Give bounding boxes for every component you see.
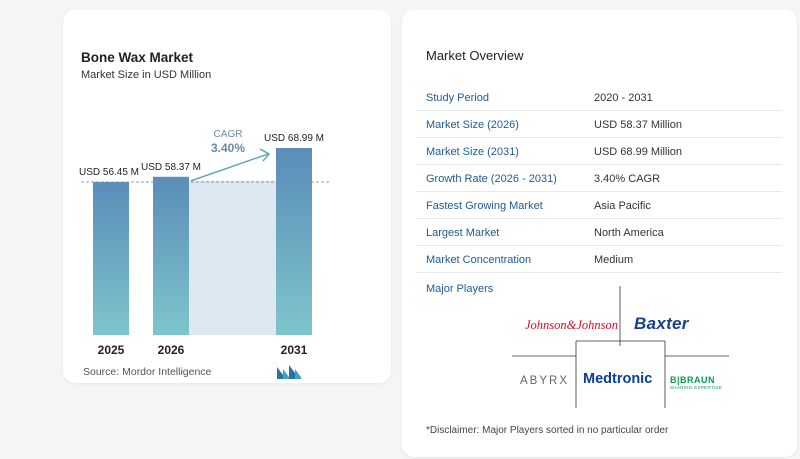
overview-row: Market Concentration Medium xyxy=(416,246,782,273)
overview-row: Market Size (2031) USD 68.99 Million xyxy=(416,138,782,165)
cagr-label: CAGR xyxy=(214,129,243,140)
bar xyxy=(93,181,129,335)
bar xyxy=(276,148,312,335)
overview-row-key: Growth Rate (2026 - 2031) xyxy=(426,173,557,185)
bar-chart: USD 56.45 M 2025 USD 58.37 M 2026 USD 68.99 … xyxy=(79,129,329,357)
cagr-value: 3.40% xyxy=(211,141,245,155)
overview-row-value: USD 68.99 Million xyxy=(594,146,683,158)
overview-row-key: Market Concentration xyxy=(426,254,532,266)
overview-row-value: 3.40% CAGR xyxy=(594,173,661,185)
chart-subtitle: Market Size in USD Million xyxy=(81,69,212,81)
overview-row-value: North America xyxy=(594,227,664,239)
baxter-logo: Baxter xyxy=(634,314,689,333)
overview-row: Study Period 2020 - 2031 xyxy=(416,84,782,111)
overview-row-key: Market Size (2026) xyxy=(426,119,519,131)
johnson-johnson-logo: Johnson&Johnson xyxy=(525,318,619,332)
overview-row-value: 2020 - 2031 xyxy=(594,92,653,104)
overview-table: Study Period 2020 - 2031 Market Size (2026… xyxy=(416,84,782,273)
overview-title: Market Overview xyxy=(426,48,524,63)
cagr-arrow-head-icon xyxy=(259,148,271,162)
x-tick-label: 2031 xyxy=(281,343,308,357)
overview-row: Growth Rate (2026 - 2031) 3.40% CAGR xyxy=(416,165,782,192)
overview-card: Market Overview Study Period 2020 - 2031 M… xyxy=(402,10,797,457)
cagr-arrow-line xyxy=(190,153,269,182)
overview-row: Market Size (2026) USD 58.37 Million xyxy=(416,111,782,138)
overview-row-key: Study Period xyxy=(426,92,489,104)
overview-row-value: Asia Pacific xyxy=(594,200,651,212)
players-grid-lines xyxy=(512,286,729,408)
bbraun-logo: B|BRAUN xyxy=(670,375,716,385)
abyrx-logo: ABYRX xyxy=(520,375,569,387)
mordor-logo-icon xyxy=(277,365,301,379)
overview-row: Fastest Growing Market Asia Pacific xyxy=(416,192,782,219)
bar-data-label: USD 68.99 M xyxy=(264,133,324,144)
medtronic-logo: Medtronic xyxy=(583,371,653,387)
x-tick-label: 2025 xyxy=(98,343,125,357)
players-title: Major Players xyxy=(426,283,494,295)
overview-row-key: Largest Market xyxy=(426,227,500,239)
chart-title: Bone Wax Market xyxy=(81,50,194,65)
overview-row-value: Medium xyxy=(594,254,634,266)
chart-card: USD 56.45 M 2025 USD 58.37 M 2026 USD 68.99 … xyxy=(63,10,391,383)
overview-row-key: Market Size (2031) xyxy=(426,146,519,158)
source-text: Source: Mordor Intelligence xyxy=(83,366,212,378)
x-tick-label: 2026 xyxy=(158,343,185,357)
bar-data-label: USD 58.37 M xyxy=(141,162,201,173)
bar-data-label: USD 56.45 M xyxy=(79,167,139,178)
disclaimer: *Disclaimer: Major Players sorted in no … xyxy=(426,425,669,436)
overview-row-key: Fastest Growing Market xyxy=(426,200,543,212)
overview-row: Largest Market North America xyxy=(416,219,782,246)
overview-row-value: USD 58.37 Million xyxy=(594,119,683,131)
cagr-band xyxy=(189,180,276,335)
bar xyxy=(153,176,189,335)
bbraun-tagline: SHARING EXPERTISE xyxy=(670,385,723,390)
